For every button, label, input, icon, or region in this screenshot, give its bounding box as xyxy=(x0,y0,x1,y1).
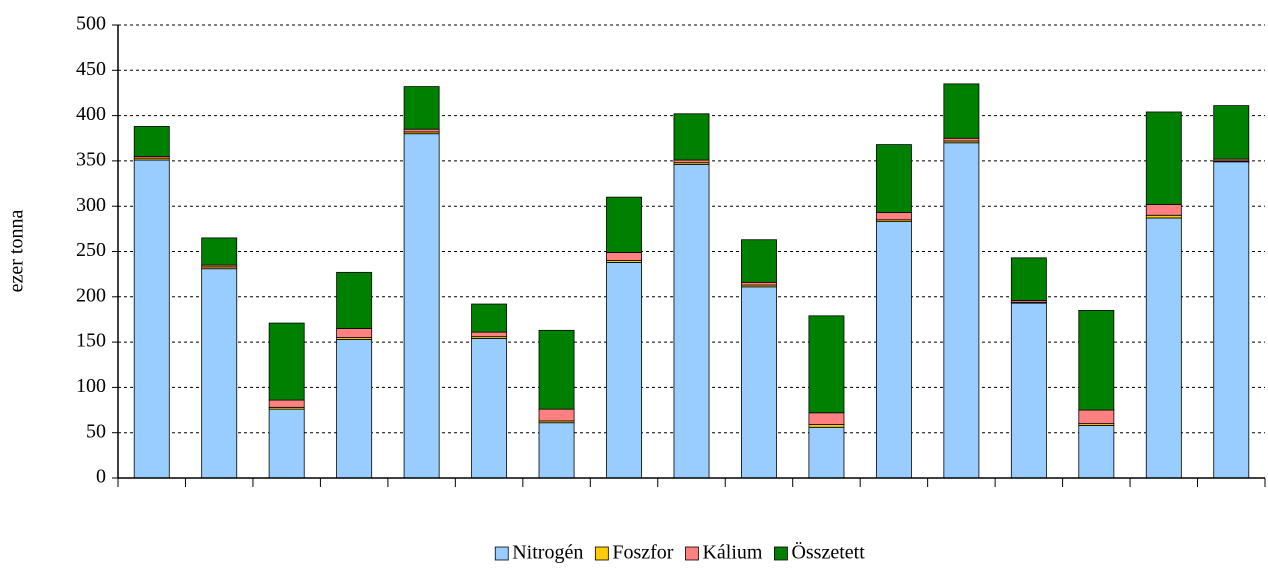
y-tick-label: 250 xyxy=(76,239,106,261)
bar-segment xyxy=(1145,111,1182,205)
bar-segment xyxy=(403,86,440,130)
bar-segment xyxy=(673,164,710,479)
bar-segment xyxy=(808,315,845,414)
legend-swatch xyxy=(494,546,509,561)
bar-segment xyxy=(403,128,440,133)
y-tick-label: 500 xyxy=(76,13,106,35)
legend-label: Foszfor xyxy=(612,542,673,564)
legend-label: Összetett xyxy=(791,541,865,564)
y-tick-label: 350 xyxy=(76,148,106,170)
bar-segment xyxy=(538,422,575,479)
legend-swatch xyxy=(685,546,699,561)
bar-segment xyxy=(403,133,440,479)
y-axis-label: ezer tonna xyxy=(6,210,28,293)
bar-segment xyxy=(133,159,170,479)
bar-segment xyxy=(1213,161,1250,479)
bar-segment xyxy=(606,261,642,479)
bar-segment xyxy=(201,268,238,479)
y-tick-label: 200 xyxy=(76,284,106,306)
y-tick-label: 450 xyxy=(76,58,106,80)
y-tick-label: 100 xyxy=(76,375,106,397)
bar-segment xyxy=(741,281,777,286)
bar-segment xyxy=(741,239,777,283)
bar-segment xyxy=(268,322,305,401)
bar-segment xyxy=(1078,309,1115,411)
bar-segment xyxy=(808,424,845,428)
bar-segment xyxy=(673,159,710,164)
bar-segment xyxy=(538,329,575,410)
bar-segment xyxy=(1145,214,1182,219)
bar-segment xyxy=(943,142,980,479)
bar-segment xyxy=(808,412,845,425)
y-tick-label: 150 xyxy=(76,330,106,352)
bar-segment xyxy=(336,328,373,338)
bar-segment xyxy=(538,408,575,422)
bar-segment xyxy=(471,331,508,338)
legend-swatch xyxy=(774,546,788,561)
bar-segment xyxy=(875,221,912,479)
bar-segment xyxy=(1010,302,1047,479)
bar-segment xyxy=(336,338,373,479)
bar-segment xyxy=(471,303,508,333)
y-tick-label: 300 xyxy=(76,194,106,216)
bar-segment xyxy=(1010,257,1047,301)
bar-segment xyxy=(741,286,777,479)
bar-segment xyxy=(268,408,305,479)
y-tick-label: 50 xyxy=(86,420,106,442)
bar-segment xyxy=(606,252,642,261)
bar-segment xyxy=(471,338,508,479)
bar-segment xyxy=(133,126,170,157)
bar-segment xyxy=(606,196,642,253)
bar-segment xyxy=(808,426,845,479)
y-tick-label: 0 xyxy=(96,466,106,488)
bar-segment xyxy=(943,83,980,139)
bar-segment xyxy=(201,237,238,266)
bar-segment xyxy=(875,212,912,221)
bar-segment xyxy=(875,144,912,213)
bar-segment xyxy=(1145,203,1182,216)
legend-swatch xyxy=(594,546,609,561)
bar-segment xyxy=(336,271,373,329)
legend-label: Nitrogén xyxy=(512,542,583,564)
bar-segment xyxy=(268,399,305,408)
legend-label: Kálium xyxy=(702,542,762,564)
y-tick-label: 400 xyxy=(76,103,106,125)
bar-segment xyxy=(1078,425,1115,479)
bar-segment xyxy=(1078,409,1115,425)
bar-segment xyxy=(673,113,710,161)
bar-segment xyxy=(943,137,980,142)
bar-segment xyxy=(1145,217,1182,479)
bar-segment xyxy=(1213,105,1250,160)
